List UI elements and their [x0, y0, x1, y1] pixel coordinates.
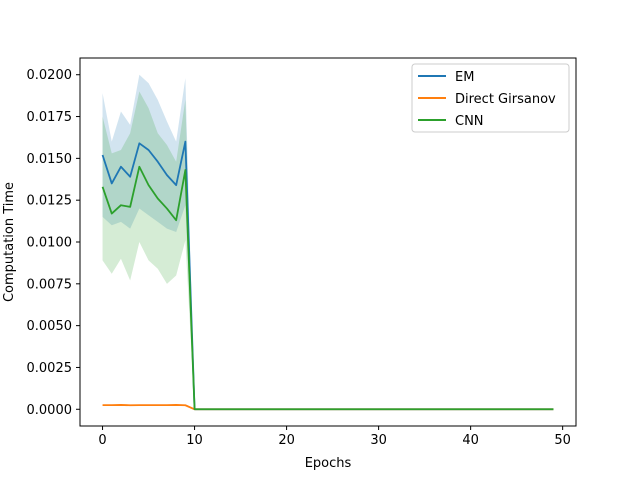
- y-tick-label: 0.0075: [27, 277, 73, 292]
- legend-label: EM: [455, 70, 474, 85]
- x-tick-label: 0: [98, 433, 106, 448]
- legend-box: [411, 63, 570, 133]
- y-tick-label: 0.0050: [27, 319, 73, 334]
- y-tick-label: 0.0150: [27, 152, 73, 167]
- y-axis-label: Computation Time: [2, 182, 17, 302]
- y-tick-label: 0.0000: [27, 403, 73, 418]
- y-tick-label: 0.0025: [27, 361, 73, 376]
- legend-label: Direct Girsanov: [455, 92, 556, 107]
- y-tick-label: 0.0100: [27, 236, 73, 251]
- x-tick-label: 20: [278, 433, 295, 448]
- legend-label: CNN: [455, 114, 484, 129]
- band-cnn: [102, 91, 554, 410]
- band-em: [102, 74, 554, 410]
- y-tick-label: 0.0125: [27, 194, 73, 209]
- x-tick-label: 50: [554, 433, 571, 448]
- line-cnn: [101, 165, 554, 411]
- y-tick-label: 0.0200: [27, 68, 73, 83]
- x-axis-ticks: 0 10 20 30 40 50: [98, 426, 571, 448]
- y-tick-label: 0.0175: [27, 110, 73, 125]
- series-lines: [101, 140, 554, 411]
- x-axis-label: Epochs: [305, 456, 352, 471]
- legend: EM Direct Girsanov CNN: [411, 63, 570, 133]
- x-tick-label: 40: [462, 433, 479, 448]
- x-tick-label: 30: [370, 433, 387, 448]
- x-tick-label: 10: [186, 433, 203, 448]
- y-axis-ticks: 0.0000 0.0025 0.0050 0.0075 0.0100 0.0125 0.01…: [27, 68, 80, 418]
